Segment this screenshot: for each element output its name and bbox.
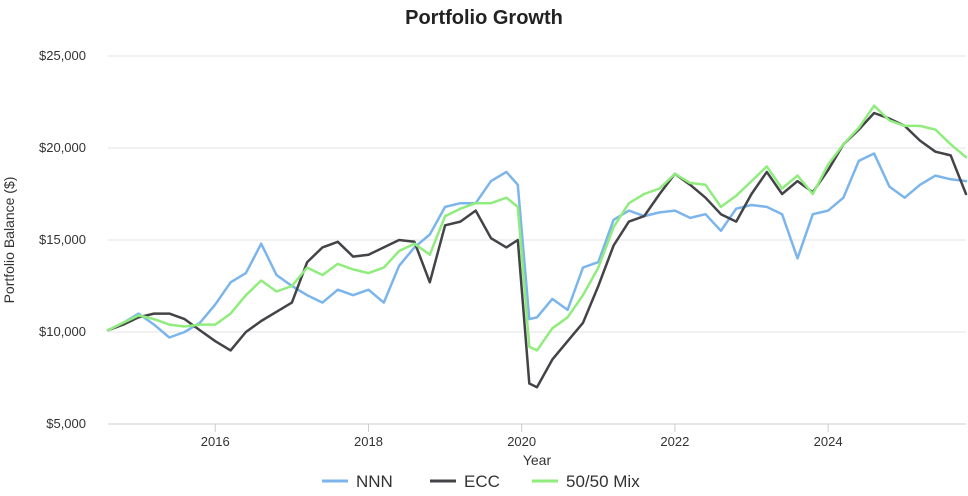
tick-layer: $5,000 $10,000 $15,000 $20,000 $25,000 2016 20…: [39, 48, 843, 449]
x-tick-label: 2016: [201, 434, 230, 449]
y-tick-label: $15,000: [39, 232, 86, 247]
grid-layer: [108, 55, 966, 333]
x-tick-label: 2018: [354, 434, 383, 449]
chart-title: Portfolio Growth: [405, 7, 563, 29]
legend-item-50-50-mix[interactable]: 50/50 Mix: [532, 472, 640, 491]
legend-label: NNN: [356, 472, 393, 491]
legend-item-ecc[interactable]: ECC: [430, 472, 500, 491]
y-tick-label: $5,000: [46, 416, 86, 431]
y-tick-label: $10,000: [39, 324, 86, 339]
x-tick-label: 2024: [814, 434, 843, 449]
x-tick-label: 2022: [660, 434, 689, 449]
legend-item-nnn[interactable]: NNN: [322, 472, 393, 491]
legend-label: ECC: [464, 472, 500, 491]
y-tick-label: $20,000: [39, 140, 86, 155]
series-layer: [106, 104, 968, 389]
y-tick-label: $25,000: [39, 48, 86, 63]
legend: NNN ECC 50/50 Mix: [322, 472, 640, 491]
x-axis-label: Year: [523, 452, 552, 468]
series-line-50-50-mix[interactable]: [106, 104, 968, 352]
x-tick-label: 2020: [507, 434, 536, 449]
series-line-nnn[interactable]: [106, 152, 968, 339]
y-axis-label: Portfolio Balance ($): [1, 177, 17, 304]
legend-label: 50/50 Mix: [566, 472, 640, 491]
